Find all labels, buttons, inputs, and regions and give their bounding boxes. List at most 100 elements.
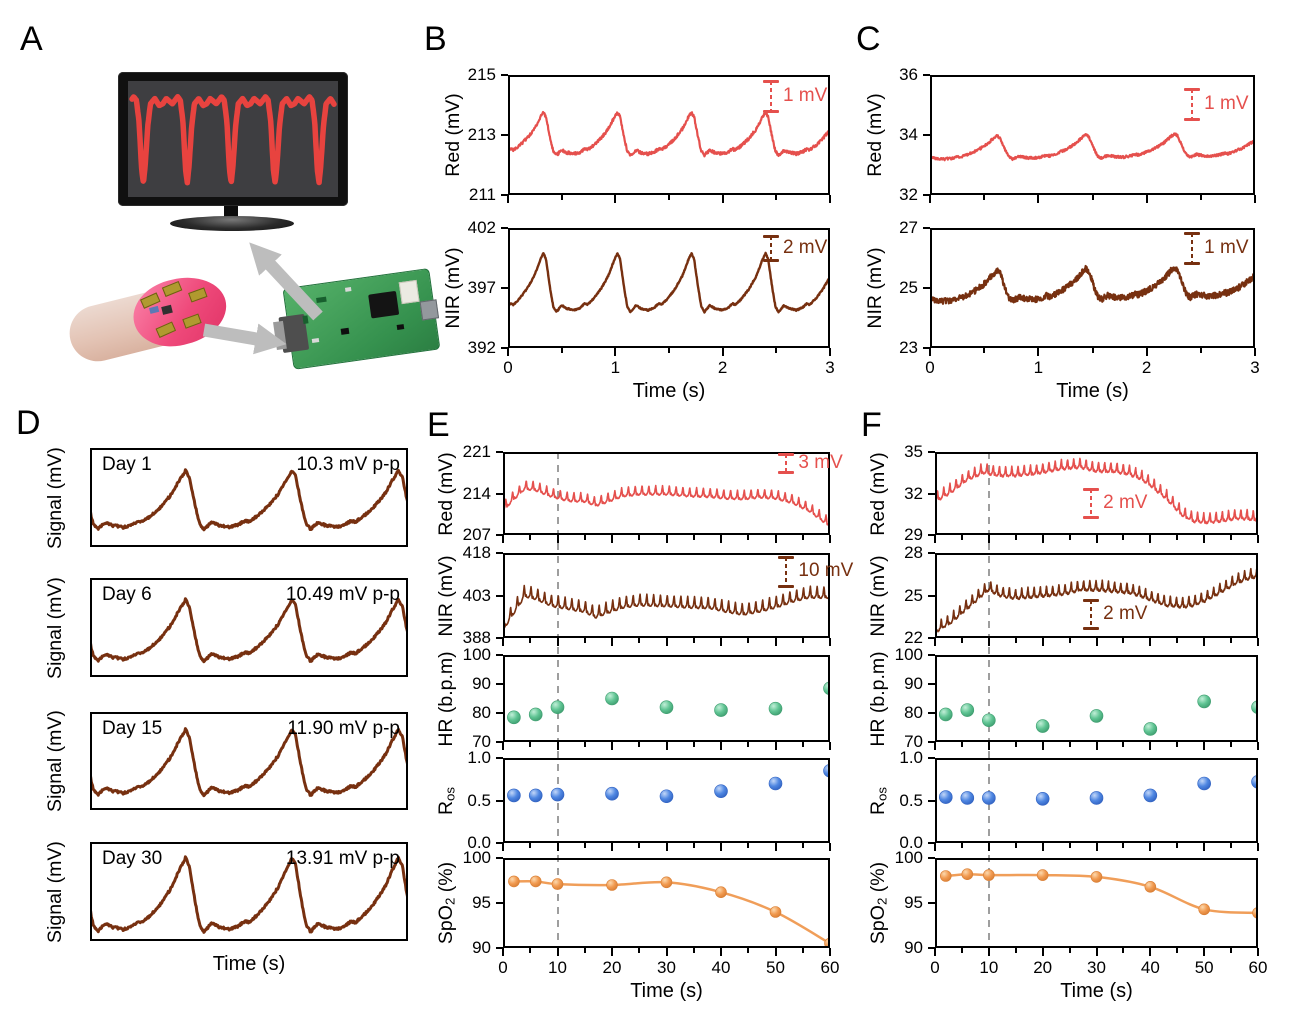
- x-minor-tick: [692, 843, 695, 848]
- x-tick: [502, 742, 504, 750]
- E-spo2-data-point: [769, 906, 782, 918]
- x-minor-tick: [1068, 948, 1071, 953]
- F-ros-data-point: [982, 791, 996, 805]
- F-hr-data-point: [1197, 694, 1211, 709]
- chart-C-red: 32 34 36 Red (mV) 1 mV: [864, 65, 1256, 204]
- F-spo2-data-point: [983, 869, 995, 881]
- chart-F-spo2: 90 95 100 0 10 20 30 40 50 60 SpO2 (%) Time (s): [867, 848, 1267, 1002]
- scalebar-cap: [762, 235, 779, 239]
- x-minor-tick: [801, 535, 804, 540]
- scalebar-label: 10 mV: [798, 560, 854, 582]
- x-tick: [665, 638, 668, 646]
- scalebar-cap: [778, 556, 795, 560]
- E-hr-data-point: [714, 703, 728, 717]
- x-tick: [1041, 843, 1044, 851]
- F-hr-data-point: [982, 713, 996, 728]
- x-tick-label: 0: [498, 958, 508, 977]
- x-tick: [1257, 843, 1259, 851]
- y-tick-label: 0.5: [899, 790, 923, 810]
- y-tick: [928, 947, 935, 949]
- x-tick: [1203, 742, 1206, 750]
- y-tick-label: 36: [899, 65, 918, 84]
- F-ros-data-point: [1251, 775, 1258, 789]
- E-ros-data-point: [768, 776, 783, 791]
- scalebar-label: 2 mV: [1103, 492, 1148, 514]
- y-tick-label: 95: [904, 893, 923, 912]
- x-minor-tick: [960, 948, 963, 953]
- x-tick-label: 2: [717, 358, 728, 377]
- chart-F-nir: 22 25 28 NIR (mV) 2 mV: [867, 543, 1259, 647]
- F-spo2-data-point: [1090, 871, 1103, 883]
- x-tick: [1257, 742, 1259, 750]
- E-ros-data-point: [714, 784, 728, 798]
- y-tick: [496, 552, 503, 554]
- E-hr-data-point: [507, 710, 521, 725]
- x-tick-label: 3: [825, 358, 835, 377]
- scalebar-cap: [1184, 231, 1201, 235]
- peak-to-peak-label: 11.90 mV p-p: [287, 718, 400, 739]
- panel-label-e: E: [427, 406, 450, 444]
- chart-E-red-series: [503, 480, 830, 528]
- x-minor-tick: [529, 948, 532, 953]
- chart-E-spo2: 90 95 100 0 10 20 30 40 50 60 SpO2 (%) Time (s): [435, 848, 839, 1002]
- chart-D-day15-series: [90, 727, 408, 798]
- scalebar-cap: [1184, 117, 1201, 121]
- x-axis-label: Time (s): [630, 980, 703, 1002]
- x-minor-tick: [983, 195, 986, 200]
- x-tick-label: 50: [766, 958, 785, 977]
- C-red-waveform: [930, 132, 1255, 162]
- x-minor-tick: [1199, 348, 1202, 353]
- y-tick: [928, 654, 935, 656]
- y-axis-label: HR (b.p.m): [867, 650, 889, 747]
- y-tick-label: 388: [462, 628, 491, 647]
- y-tick: [928, 534, 935, 536]
- x-tick: [665, 535, 668, 543]
- x-tick: [829, 195, 831, 203]
- x-tick-label: 10: [548, 958, 567, 977]
- x-minor-tick: [960, 843, 963, 848]
- E-spo2-data-point: [606, 879, 618, 891]
- x-tick: [556, 535, 559, 543]
- x-tick: [1041, 948, 1044, 956]
- y-axis-label: SpO2 (%): [867, 862, 890, 944]
- y-tick: [501, 347, 508, 349]
- x-minor-tick: [1122, 742, 1125, 747]
- x-tick: [1145, 195, 1148, 203]
- F-hr-data-point: [938, 707, 953, 722]
- day-label: Day 30: [102, 848, 163, 869]
- x-tick: [1095, 535, 1098, 543]
- x-minor-tick: [638, 742, 641, 747]
- x-tick-label: 50: [1194, 958, 1214, 977]
- ylabel-part: (%): [867, 861, 889, 898]
- E-ros-data-point: [528, 788, 543, 803]
- y-tick-label: 90: [472, 674, 491, 693]
- x-tick: [987, 742, 990, 750]
- F-spo2-line: [945, 872, 1258, 915]
- chart-E-spo2-series: [508, 875, 830, 948]
- y-tick: [496, 757, 503, 759]
- F-hr-data-point: [1143, 722, 1158, 736]
- x-minor-tick: [560, 195, 563, 200]
- x-minor-tick: [583, 843, 586, 848]
- E-hr-data-point: [528, 707, 543, 722]
- E-spo2-data-point: [660, 876, 673, 889]
- scalebar-cap: [1184, 87, 1201, 91]
- x-tick: [934, 535, 936, 543]
- x-tick: [774, 638, 777, 646]
- y-tick-label: 100: [894, 848, 923, 867]
- scalebar-label: 2 mV: [782, 237, 828, 259]
- x-tick: [502, 948, 504, 956]
- scalebar-label: 3 mV: [798, 452, 843, 474]
- x-minor-tick: [638, 535, 641, 540]
- chart-B-red-series: [508, 110, 830, 158]
- x-tick: [774, 535, 777, 543]
- x-tick: [507, 195, 509, 203]
- x-minor-tick: [638, 638, 641, 643]
- x-minor-tick: [1014, 535, 1017, 540]
- chart-F-ros: 0.0 0.5 1.0 Ros: [867, 748, 1259, 852]
- y-tick: [496, 799, 503, 802]
- D-day30-waveform: [90, 855, 408, 934]
- x-tick: [1203, 948, 1206, 956]
- x-tick: [1037, 195, 1040, 203]
- chart-F-nir-series: [935, 565, 1258, 633]
